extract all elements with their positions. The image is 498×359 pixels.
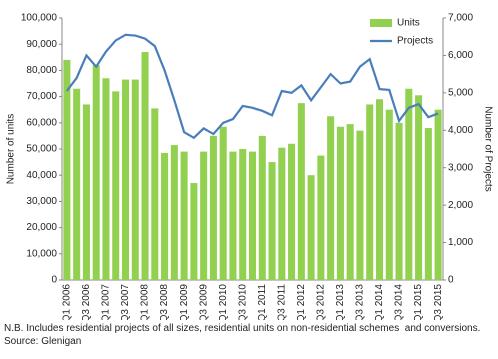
- bar: [405, 88, 413, 281]
- x-tick-label: Q1 2006: [62, 284, 73, 320]
- bar: [92, 65, 100, 280]
- x-tick-label: Q1 2013: [335, 284, 346, 320]
- x-tick-label: Q1 2009: [179, 284, 190, 320]
- bar: [375, 99, 384, 280]
- y-tick-label: 100,000: [21, 13, 58, 24]
- x-tick-label: Q3 2010: [237, 284, 248, 320]
- bar: [336, 126, 344, 280]
- y-tick-label: 60,000: [26, 117, 57, 128]
- bar: [121, 79, 130, 280]
- bar: [434, 109, 442, 280]
- y2-tick-label: 4,000: [448, 125, 473, 136]
- y-tick-label: 40,000: [26, 170, 57, 181]
- bar: [356, 130, 364, 280]
- bar: [131, 79, 139, 280]
- bar: [268, 162, 276, 280]
- y2-tick-label: 7,000: [448, 13, 473, 24]
- bar: [415, 95, 423, 280]
- legend-label: Units: [397, 18, 420, 29]
- bar: [151, 108, 159, 280]
- x-tick-label: Q1 2011: [257, 284, 268, 320]
- y-axis-title: Number of units: [6, 114, 17, 185]
- x-tick-label: Q1 2015: [413, 284, 424, 320]
- y-tick-label: 0: [51, 275, 57, 286]
- bar: [327, 116, 335, 280]
- x-tick-label: Q3 2006: [81, 284, 92, 320]
- y-tick-label: 30,000: [26, 196, 57, 207]
- bar: [346, 124, 354, 280]
- x-tick-label: Q1 2010: [218, 284, 229, 320]
- y2-tick-label: 2,000: [448, 200, 473, 211]
- y-tick-label: 70,000: [26, 91, 57, 102]
- bar: [209, 135, 217, 280]
- chart: Number of units Number of Projects 0 10,0…: [6, 13, 494, 323]
- bar: [366, 104, 374, 281]
- bar: [278, 147, 286, 280]
- y2-tick-label: 6,000: [448, 50, 473, 61]
- bar: [258, 135, 266, 280]
- legend-label: Projects: [397, 36, 433, 47]
- legend-swatch: [370, 19, 392, 27]
- bar: [229, 151, 237, 280]
- bar: [385, 109, 393, 280]
- bar: [141, 52, 149, 281]
- bar: [239, 149, 247, 280]
- y-tick-label: 80,000: [26, 65, 57, 76]
- x-tick-label: Q1 2012: [296, 284, 307, 320]
- x-tick-label: Q3 2013: [355, 284, 366, 320]
- bar: [161, 152, 169, 280]
- bar: [200, 151, 208, 280]
- x-tick-label: Q3 2015: [433, 284, 444, 320]
- footnote: N.B. Includes residential projects of al…: [4, 323, 486, 347]
- bar: [307, 175, 315, 280]
- line: [65, 33, 439, 140]
- bar: [63, 59, 71, 280]
- y2-tick-label: 3,000: [448, 162, 473, 173]
- bar: [102, 78, 110, 280]
- x-tick-label: Q1 2007: [101, 284, 112, 320]
- x-tick-label: Q3 2008: [159, 284, 170, 320]
- bar: [219, 126, 227, 280]
- y-tick-label: 50,000: [26, 144, 57, 155]
- x-tick-label: Q3 2007: [120, 284, 131, 320]
- bar: [170, 145, 178, 280]
- x-tick-label: Q3 2012: [316, 284, 327, 320]
- bar: [190, 183, 198, 280]
- y2-tick-label: 1,000: [448, 237, 473, 248]
- bar: [288, 143, 296, 280]
- x-tick-label: Q3 2009: [198, 284, 209, 320]
- y2-tick-label: 0: [448, 275, 454, 286]
- y-tick-label: 10,000: [26, 248, 57, 259]
- bar: [297, 103, 305, 281]
- bar: [317, 155, 325, 280]
- x-tick-label: Q3 2011: [276, 284, 287, 320]
- bar: [395, 122, 403, 280]
- x-tick-label: Q3 2014: [394, 284, 405, 320]
- y-tick-label: 20,000: [26, 222, 57, 233]
- y2-axis-title: Number of Projects: [482, 106, 493, 192]
- bar: [248, 151, 257, 280]
- bar: [112, 91, 120, 280]
- y-tick-label: 90,000: [26, 39, 57, 50]
- bar: [82, 104, 90, 281]
- bar: [424, 128, 432, 280]
- bar: [180, 151, 188, 280]
- x-tick-label: Q1 2014: [374, 284, 385, 320]
- x-tick-label: Q1 2008: [140, 284, 151, 320]
- y2-tick-label: 5,000: [448, 87, 473, 98]
- bar: [73, 88, 81, 281]
